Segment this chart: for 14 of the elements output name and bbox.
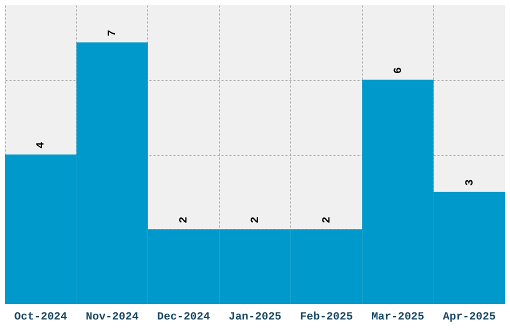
data-label: 2 [178, 216, 191, 224]
x-tick-label: Jan-2025 [228, 312, 282, 324]
data-label: 4 [36, 142, 48, 148]
data-label: 2 [250, 216, 262, 224]
data-label: 2 [321, 216, 334, 224]
x-tick-label: Feb-2025 [300, 312, 354, 324]
data-label: 7 [107, 30, 120, 36]
x-tick-label: Nov-2024 [86, 312, 139, 324]
data-label: 3 [464, 178, 476, 186]
x-tick-label: Dec-2024 [157, 312, 210, 324]
x-tick-label: Oct-2024 [14, 312, 68, 324]
x-tick-label: Mar-2025 [371, 312, 425, 324]
x-tick-label: Apr-2025 [442, 312, 496, 324]
data-label: 6 [392, 67, 405, 74]
